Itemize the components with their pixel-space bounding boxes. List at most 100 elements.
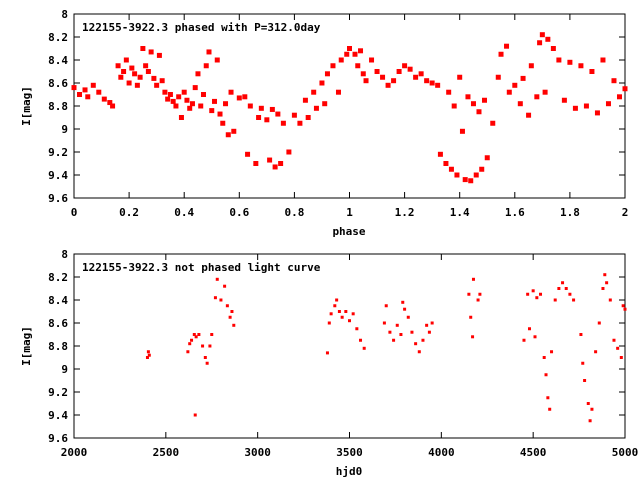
data-point: [186, 350, 190, 354]
data-point: [148, 49, 154, 55]
data-point: [616, 346, 620, 350]
data-point: [611, 78, 617, 84]
data-point: [382, 321, 386, 325]
data-point: [145, 69, 151, 74]
data-point: [137, 74, 143, 80]
y-tick-label: 9.4: [48, 169, 68, 182]
data-point: [355, 327, 359, 331]
data-point: [151, 75, 157, 81]
x-tick-label: 3500: [336, 446, 363, 459]
data-point: [385, 82, 391, 88]
data-point: [539, 292, 543, 296]
data-point: [553, 298, 557, 302]
data-point: [363, 78, 369, 84]
data-point: [623, 307, 627, 311]
data-point: [465, 94, 471, 100]
panel-unphased: 122155-3922.3 not phased light curve hjd…: [20, 248, 638, 478]
data-point: [498, 51, 504, 57]
data-point: [140, 46, 146, 51]
data-point: [572, 105, 578, 111]
data-point: [228, 89, 234, 95]
data-point: [457, 74, 463, 80]
data-point: [193, 413, 197, 417]
y-tick-label: 9.4: [48, 409, 68, 422]
data-point: [586, 402, 590, 405]
data-point: [213, 296, 217, 300]
data-point: [359, 338, 363, 342]
data-point: [490, 120, 496, 126]
data-point: [258, 105, 264, 111]
data-point: [203, 63, 209, 69]
data-point: [567, 59, 573, 65]
data-point: [561, 97, 567, 103]
data-point: [291, 112, 297, 118]
data-point: [369, 57, 375, 63]
y-tick-label: 9: [61, 363, 68, 376]
data-point: [247, 103, 253, 109]
data-point: [77, 92, 83, 97]
data-point: [535, 296, 539, 300]
data-point: [407, 66, 413, 72]
x-tick-label: 0.8: [284, 206, 304, 219]
data-point: [107, 100, 113, 106]
data-point: [200, 92, 206, 97]
data-point: [360, 71, 366, 77]
data-point: [550, 46, 556, 51]
x-tick-label: 2500: [153, 446, 180, 459]
data-point: [337, 310, 341, 313]
data-point: [146, 350, 150, 354]
data-point: [612, 338, 616, 342]
data-point: [594, 350, 598, 354]
data-point: [348, 319, 351, 323]
data-point: [214, 57, 220, 63]
data-point: [476, 298, 480, 302]
data-point: [399, 333, 403, 336]
data-point: [181, 89, 187, 95]
data-point: [329, 312, 333, 316]
data-point: [534, 94, 540, 100]
x-tick-label: 1.6: [505, 206, 525, 219]
y-tick-label: 9.2: [48, 386, 68, 399]
data-point: [418, 71, 424, 77]
data-point: [429, 80, 435, 86]
data-point: [355, 63, 361, 69]
data-point: [101, 96, 107, 102]
data-point: [619, 356, 623, 359]
data-point: [225, 304, 229, 308]
data-point: [245, 151, 251, 157]
data-point: [280, 120, 286, 126]
data-point: [330, 63, 336, 69]
data-point: [374, 69, 380, 74]
data-point: [556, 57, 562, 63]
data-point: [198, 103, 204, 109]
data-point: [601, 287, 605, 290]
data-point: [572, 298, 576, 302]
data-point: [391, 78, 397, 84]
data-point: [539, 32, 545, 38]
data-point: [230, 310, 234, 313]
data-point: [215, 277, 219, 281]
data-point: [564, 287, 568, 290]
data-point: [205, 361, 209, 365]
data-point: [392, 338, 396, 342]
data-point: [223, 284, 227, 288]
data-point: [478, 292, 482, 296]
data-point: [546, 396, 550, 400]
data-point: [468, 178, 474, 184]
panel-phased: 122155-3922.3 phased with P=312.0day pha…: [20, 8, 628, 238]
data-point: [322, 101, 328, 107]
x-tick-label: 0.6: [229, 206, 249, 219]
data-point: [473, 172, 479, 178]
data-point: [275, 111, 281, 117]
y-axis-label-phased: I[mag]: [20, 86, 33, 126]
data-point: [413, 74, 419, 80]
data-point: [395, 323, 399, 327]
data-point: [118, 74, 124, 80]
data-point: [583, 103, 589, 109]
data-point: [622, 86, 628, 92]
data-point: [302, 97, 308, 103]
data-point: [344, 51, 350, 57]
data-point: [479, 166, 485, 172]
data-point: [410, 330, 414, 334]
data-point: [344, 310, 348, 313]
